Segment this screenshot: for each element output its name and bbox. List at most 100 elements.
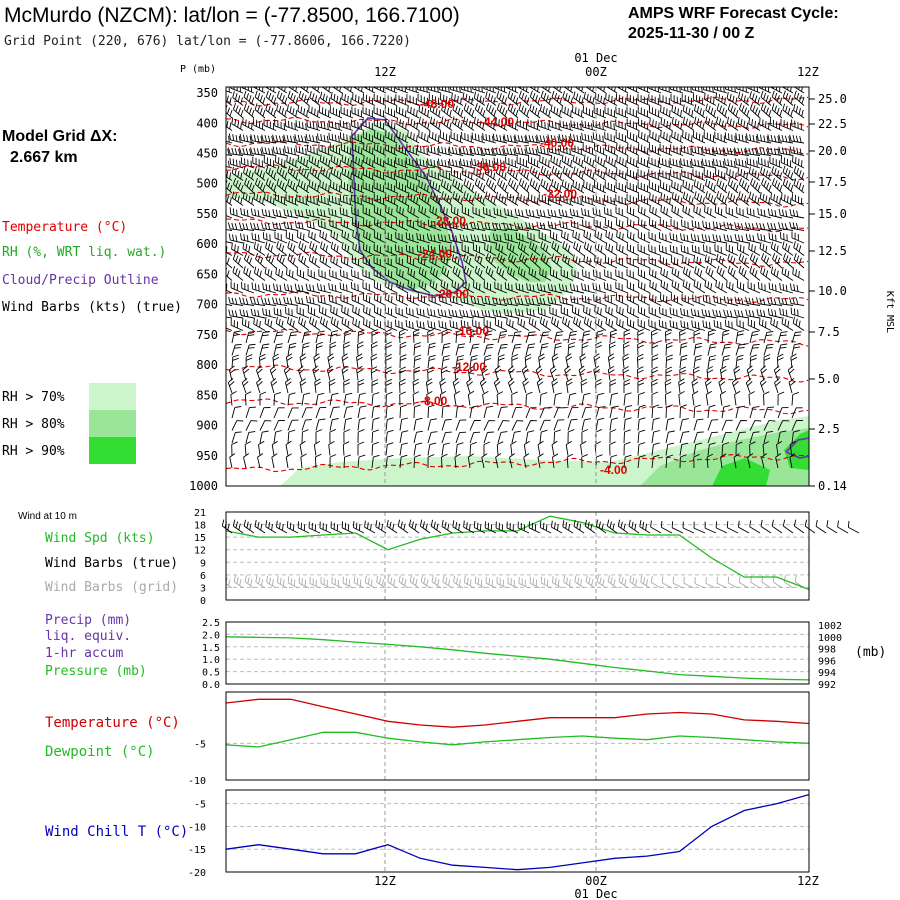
wind-barb <box>328 378 336 394</box>
wind-barb <box>749 265 761 281</box>
wind-barb <box>427 145 442 156</box>
wind-barb <box>693 354 702 369</box>
wind-barb <box>748 191 761 206</box>
wind-barb <box>511 353 518 369</box>
wind-barb <box>455 343 466 356</box>
wind-barb <box>352 317 365 331</box>
wind-barb <box>448 158 464 169</box>
wind-barb <box>229 453 236 469</box>
wind-barb <box>230 281 244 294</box>
wind-barb <box>537 440 544 456</box>
wind-barb <box>706 366 714 381</box>
wind-barb <box>287 178 299 194</box>
wind-barb <box>583 241 596 256</box>
wind-barb <box>452 265 464 281</box>
wind-barb <box>583 254 596 269</box>
wind-barb <box>287 419 299 431</box>
legend-wind-barbs-grid: Wind Barbs (grid) <box>45 580 178 595</box>
wind-barb <box>658 232 673 244</box>
pressure-tick: 550 <box>196 207 218 221</box>
wind-barb <box>727 103 739 119</box>
wind-barb <box>726 167 739 181</box>
wind-barb <box>702 220 717 231</box>
wind-barb <box>427 354 436 369</box>
wind-barb <box>525 134 541 144</box>
wind-barb <box>371 441 379 456</box>
wind-barb <box>507 166 519 181</box>
wind-speed-tick: 15 <box>194 533 206 544</box>
wind-barb <box>407 192 420 206</box>
height-tick: 20.0 <box>818 144 847 158</box>
wind-barb <box>272 209 288 219</box>
wind-barb <box>553 342 562 356</box>
wind-barb <box>329 341 337 356</box>
wind-barb <box>705 178 717 194</box>
wind-barb <box>417 293 431 306</box>
wind-barb <box>604 106 618 119</box>
wind-barb <box>637 454 646 469</box>
wind-barb <box>517 192 530 206</box>
wind-barb <box>616 317 629 331</box>
wind-barb <box>563 87 574 94</box>
wind-barb <box>244 441 252 456</box>
wind-barb <box>594 241 607 256</box>
wind-barb <box>363 155 376 169</box>
bottom-tick-00z: 00Z <box>585 874 607 888</box>
wind-barb-grid <box>276 576 288 589</box>
wind-barb <box>243 90 255 106</box>
wind-barb <box>492 133 508 144</box>
wind-barb <box>780 155 794 169</box>
pressure-tick: 800 <box>196 358 218 372</box>
wind-barb <box>566 453 574 469</box>
wind-barb <box>539 392 548 406</box>
wind-barb <box>548 120 563 131</box>
pressure-tick-right: 992 <box>818 680 836 691</box>
wind-barb <box>273 283 288 294</box>
wind-barb-grid <box>507 576 519 589</box>
wind-barb <box>273 307 288 319</box>
height-tick: 15.0 <box>818 207 847 221</box>
wind-barb <box>472 319 486 331</box>
wind-barb <box>437 308 453 319</box>
pressure-tick: 400 <box>196 116 218 130</box>
wind-barb <box>583 316 596 331</box>
wind-barb <box>272 353 280 369</box>
wind-barb <box>484 167 497 181</box>
wind-barb <box>594 305 607 319</box>
wind-barb <box>665 430 675 444</box>
wind-barb-grid <box>705 576 717 589</box>
wind-barb <box>749 330 759 344</box>
wind-barb <box>273 430 282 444</box>
wind-barb <box>429 279 442 294</box>
wind-barb <box>329 269 343 281</box>
wind-barb <box>679 354 688 369</box>
wind-barb <box>231 441 238 456</box>
wind-barb <box>441 329 449 344</box>
wind-barb <box>472 280 486 294</box>
wind-barb <box>439 130 453 144</box>
wind-barb <box>362 293 376 306</box>
wind-barb <box>343 417 353 431</box>
wind-barb <box>284 119 299 131</box>
wind-barb <box>594 167 607 181</box>
wind-barb <box>228 296 244 306</box>
wind-barb <box>782 165 794 181</box>
wind-barb <box>735 420 748 431</box>
wind-barb <box>264 87 277 94</box>
wind-barb <box>427 442 437 456</box>
wind-barb <box>747 318 761 331</box>
wind-barb <box>242 117 255 131</box>
wind-barb <box>594 316 607 331</box>
wind-barb <box>416 320 431 331</box>
wind-barb <box>648 256 662 269</box>
wind-barb <box>274 231 288 244</box>
wind-barb <box>242 191 255 206</box>
wind-barb <box>482 391 489 406</box>
wind-barb <box>769 87 783 94</box>
wind-barb <box>452 103 464 119</box>
wind-barb <box>571 144 585 156</box>
wind-barb <box>385 429 394 444</box>
wind-barb <box>626 93 640 106</box>
wind-barb <box>665 442 675 456</box>
wind-barb <box>341 353 349 369</box>
